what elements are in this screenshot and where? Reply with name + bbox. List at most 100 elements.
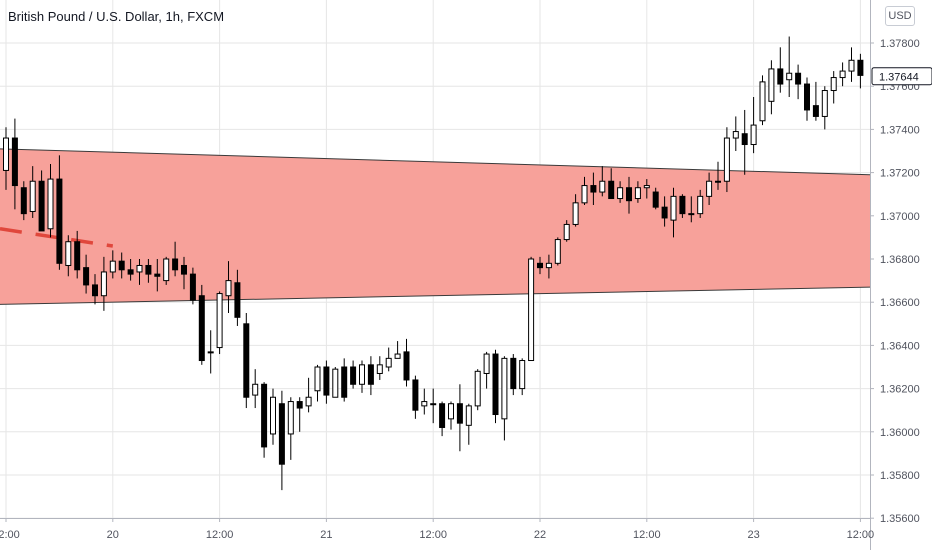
candle[interactable]	[20, 181, 27, 221]
candle[interactable]	[109, 250, 116, 279]
price-axis[interactable]	[870, 0, 932, 550]
candle[interactable]	[350, 360, 357, 389]
candle[interactable]	[626, 176, 632, 214]
candle[interactable]	[332, 367, 339, 398]
candle[interactable]	[11, 118, 18, 210]
candle[interactable]	[474, 369, 481, 411]
candle[interactable]	[483, 351, 490, 389]
candle[interactable]	[572, 194, 579, 227]
candle[interactable]	[848, 47, 855, 82]
candle[interactable]	[537, 256, 543, 275]
candle[interactable]	[715, 161, 721, 190]
candle[interactable]	[38, 170, 45, 232]
candle[interactable]	[367, 356, 374, 396]
candle[interactable]	[545, 254, 552, 279]
candle[interactable]	[145, 259, 152, 283]
candle[interactable]	[287, 397, 294, 460]
candle[interactable]	[821, 86, 828, 130]
candle[interactable]	[314, 364, 321, 402]
candle[interactable]	[723, 127, 730, 193]
candle[interactable]	[777, 47, 784, 93]
candle[interactable]	[83, 254, 90, 294]
candle[interactable]	[670, 187, 677, 238]
candle[interactable]	[359, 360, 365, 393]
candle[interactable]	[750, 97, 757, 154]
candle[interactable]	[252, 369, 259, 409]
time-axis[interactable]	[0, 518, 870, 550]
candle[interactable]	[47, 163, 54, 238]
candle[interactable]	[786, 36, 793, 97]
candle[interactable]	[492, 349, 499, 424]
candle[interactable]	[181, 256, 187, 290]
candle[interactable]	[421, 388, 428, 415]
candle[interactable]	[412, 375, 419, 419]
candle[interactable]	[207, 330, 214, 374]
candle[interactable]	[305, 377, 312, 413]
candle[interactable]	[679, 194, 686, 218]
candle[interactable]	[65, 235, 72, 277]
candle[interactable]	[234, 269, 241, 326]
candle[interactable]	[599, 166, 606, 197]
candle[interactable]	[528, 256, 535, 362]
candle[interactable]	[376, 356, 383, 380]
candle[interactable]	[74, 230, 81, 279]
candle[interactable]	[163, 256, 170, 285]
candle[interactable]	[323, 360, 330, 404]
candle[interactable]	[768, 60, 775, 115]
candle[interactable]	[830, 71, 837, 104]
candle[interactable]	[172, 241, 179, 277]
candle[interactable]	[563, 220, 570, 242]
candle[interactable]	[795, 64, 802, 100]
candle[interactable]	[581, 176, 588, 205]
candle[interactable]	[403, 338, 410, 387]
candle[interactable]	[465, 403, 472, 445]
candle[interactable]	[519, 358, 526, 396]
candle[interactable]	[261, 382, 268, 458]
candle[interactable]	[554, 237, 561, 266]
candle[interactable]	[154, 259, 161, 292]
candle[interactable]	[608, 168, 615, 200]
candle[interactable]	[127, 259, 134, 281]
candle[interactable]	[741, 109, 748, 175]
candle[interactable]	[839, 62, 846, 87]
candle[interactable]	[590, 172, 597, 205]
candle[interactable]	[448, 401, 454, 430]
candle[interactable]	[634, 181, 641, 203]
candle[interactable]	[3, 127, 9, 190]
candle[interactable]	[216, 291, 223, 355]
candle[interactable]	[812, 81, 819, 121]
candle[interactable]	[29, 166, 36, 218]
candle[interactable]	[430, 388, 437, 424]
candle[interactable]	[759, 75, 766, 126]
candle[interactable]	[385, 347, 392, 372]
candle[interactable]	[510, 354, 517, 396]
candle[interactable]	[617, 181, 624, 203]
candle[interactable]	[697, 189, 704, 218]
candle[interactable]	[118, 252, 125, 279]
candle[interactable]	[136, 259, 143, 285]
candle[interactable]	[439, 401, 446, 437]
candle[interactable]	[189, 267, 196, 305]
candle[interactable]	[732, 116, 739, 151]
candle[interactable]	[706, 172, 713, 205]
candle[interactable]	[198, 284, 205, 365]
candle[interactable]	[243, 313, 250, 409]
candle[interactable]	[341, 358, 348, 402]
candles[interactable]	[3, 36, 864, 491]
candle[interactable]	[56, 155, 63, 270]
candle[interactable]	[278, 390, 285, 491]
candle[interactable]	[804, 77, 810, 121]
candle[interactable]	[643, 179, 650, 199]
candle[interactable]	[296, 397, 303, 432]
candle[interactable]	[456, 384, 463, 452]
currency-button[interactable]: USD	[885, 6, 915, 26]
candle[interactable]	[661, 196, 668, 227]
candle[interactable]	[501, 356, 508, 441]
candle[interactable]	[652, 187, 659, 210]
candle[interactable]	[225, 261, 232, 313]
candle[interactable]	[92, 274, 98, 305]
candle[interactable]	[100, 256, 107, 311]
